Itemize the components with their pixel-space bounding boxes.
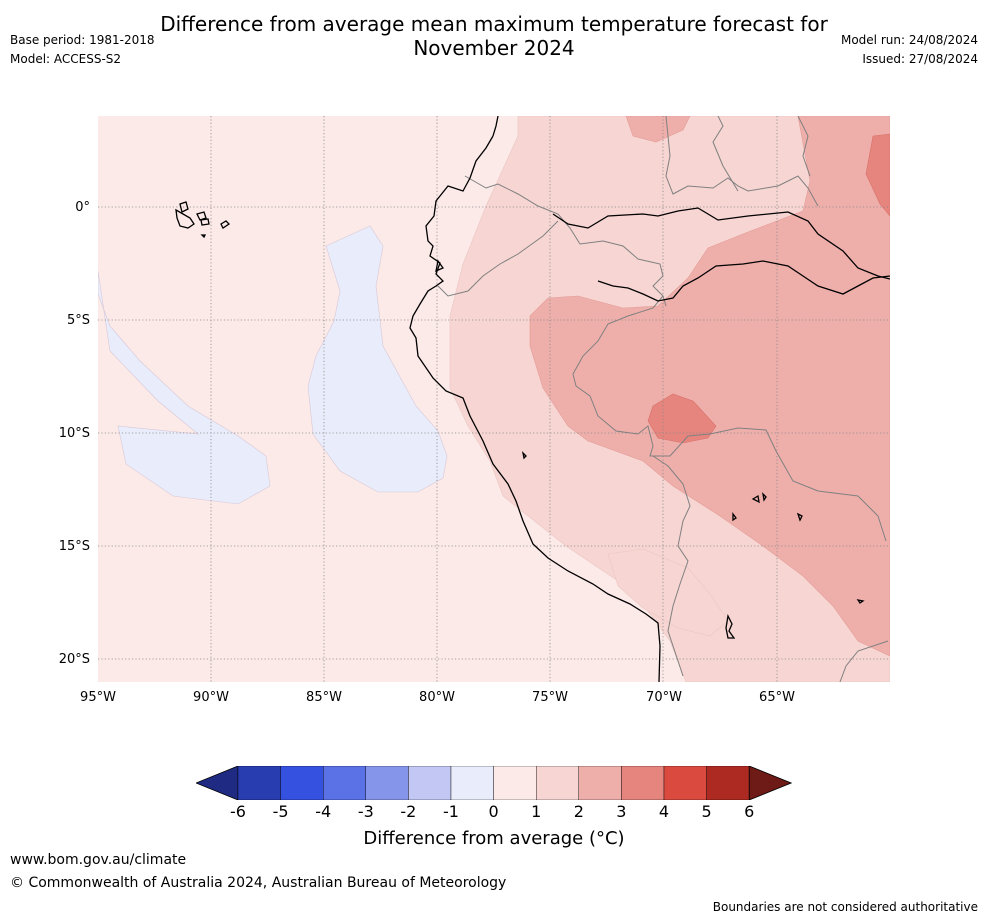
colorbar-segment [450,766,494,800]
lon-tick-label: 65°W [759,690,795,705]
map-title-line2: November 2024 [413,36,575,60]
colorbar-segment [322,766,366,800]
colorbar-tick-label: 0 [488,802,499,821]
copyright-notice: © Commonwealth of Australia 2024, Austra… [10,875,507,891]
lon-tick-label: 90°W [193,690,229,705]
map-title-line1: Difference from average mean maximum tem… [160,12,828,36]
anomaly-region-warm-3a [647,393,717,444]
country-boundaries [437,116,889,682]
colorbar-arrow-max [748,766,792,800]
lat-tick-label: 15°S [58,539,90,554]
colorbar-segment [237,766,281,800]
colorbar-tick-label: -4 [315,802,332,821]
colorbar-arrow-min [196,766,239,800]
source-url: www.bom.gov.au/climate [10,852,187,868]
lon-tick-label: 80°W [419,690,455,705]
model-run: Model run: 24/08/2024 [840,33,978,47]
anomaly-region-cool-west [98,270,271,505]
colorbar-tick-label: 2 [573,802,584,821]
colorbar-segment [706,766,750,800]
colorbar-segment [536,766,580,800]
colorbar-tick-label: -1 [443,802,459,821]
colorbar-tick-label: -2 [400,802,417,821]
anomaly-region-warm-3b [865,133,890,217]
lat-tick-label: 5°S [66,313,90,328]
boundary-disclaimer: Boundaries are not considered authoritat… [712,900,978,914]
colorbar-tick-label: 3 [616,802,627,821]
colorbar-segment [663,766,707,800]
lon-tick-label: 95°W [80,690,116,705]
coastlines [175,116,890,682]
colorbar-segment [578,766,622,800]
lon-tick-label: 70°W [646,690,682,705]
colorbar-tick-label: 1 [531,802,542,821]
colorbar-tick-label: 6 [744,802,755,821]
issued-date: Issued: 27/08/2024 [862,52,978,66]
lat-tick-label: 20°S [58,652,90,667]
model-name: Model: ACCESS-S2 [10,52,122,66]
colorbar-segment [365,766,409,800]
base-period: Base period: 1981-2018 [10,33,155,47]
colorbar-segment [493,766,537,800]
anomaly-region-warm-1b [607,548,729,637]
colorbar-tick-label: 5 [701,802,712,821]
anomaly-region-cool-central [307,225,448,493]
colorbar-title: Difference from average (°C) [363,828,625,849]
lat-tick-label: 0° [75,200,90,215]
colorbar-tick-label: 4 [658,802,670,821]
colorbar [196,766,792,800]
colorbar-segment [408,766,452,800]
colorbar-segment [621,766,665,800]
map-title: Difference from average mean maximum tem… [0,12,988,60]
lat-tick-label: 10°S [58,426,90,441]
colorbar-tick-label: -5 [272,802,289,821]
temperature-anomaly-map [98,116,890,682]
anomaly-region-warm-2b [625,116,691,143]
lon-tick-label: 75°W [532,690,568,705]
colorbar-segment [280,766,324,800]
colorbar-tick-label: -6 [230,802,246,821]
colorbar-tick-label: -3 [357,802,374,821]
lon-tick-label: 85°W [306,690,342,705]
gridlines [98,116,890,682]
